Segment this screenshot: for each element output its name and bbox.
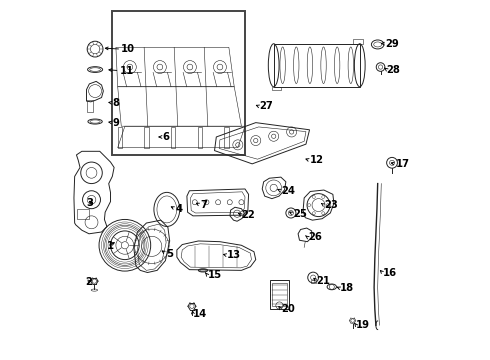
Text: 18: 18 <box>340 283 354 293</box>
Text: 12: 12 <box>310 155 323 165</box>
Text: 8: 8 <box>112 98 119 108</box>
Text: 25: 25 <box>294 209 307 219</box>
Bar <box>112 12 245 155</box>
Text: 11: 11 <box>120 66 134 76</box>
Text: 24: 24 <box>281 186 295 196</box>
Text: 2: 2 <box>85 277 92 287</box>
Bar <box>224 127 229 148</box>
Bar <box>145 127 148 148</box>
Text: 14: 14 <box>193 310 207 319</box>
Text: 17: 17 <box>395 159 410 169</box>
Text: 27: 27 <box>259 102 273 112</box>
Text: 13: 13 <box>227 250 241 260</box>
Text: 20: 20 <box>281 304 294 314</box>
Text: 4: 4 <box>175 204 182 214</box>
Bar <box>118 127 122 148</box>
Text: 22: 22 <box>242 210 255 220</box>
Text: 28: 28 <box>387 64 400 75</box>
Text: 29: 29 <box>385 39 398 49</box>
Text: 16: 16 <box>383 268 397 278</box>
Text: 6: 6 <box>163 132 170 142</box>
Text: 21: 21 <box>317 276 331 286</box>
Text: 1: 1 <box>107 241 114 251</box>
Text: 15: 15 <box>207 270 221 280</box>
Text: 26: 26 <box>308 232 321 242</box>
Text: 9: 9 <box>112 118 119 128</box>
Bar <box>198 127 202 148</box>
Bar <box>171 127 175 148</box>
Text: 10: 10 <box>122 44 135 54</box>
Text: 19: 19 <box>356 320 370 330</box>
Text: 3: 3 <box>87 198 94 208</box>
Text: 5: 5 <box>166 248 173 258</box>
Text: 23: 23 <box>324 200 338 210</box>
Text: 7: 7 <box>200 200 207 210</box>
